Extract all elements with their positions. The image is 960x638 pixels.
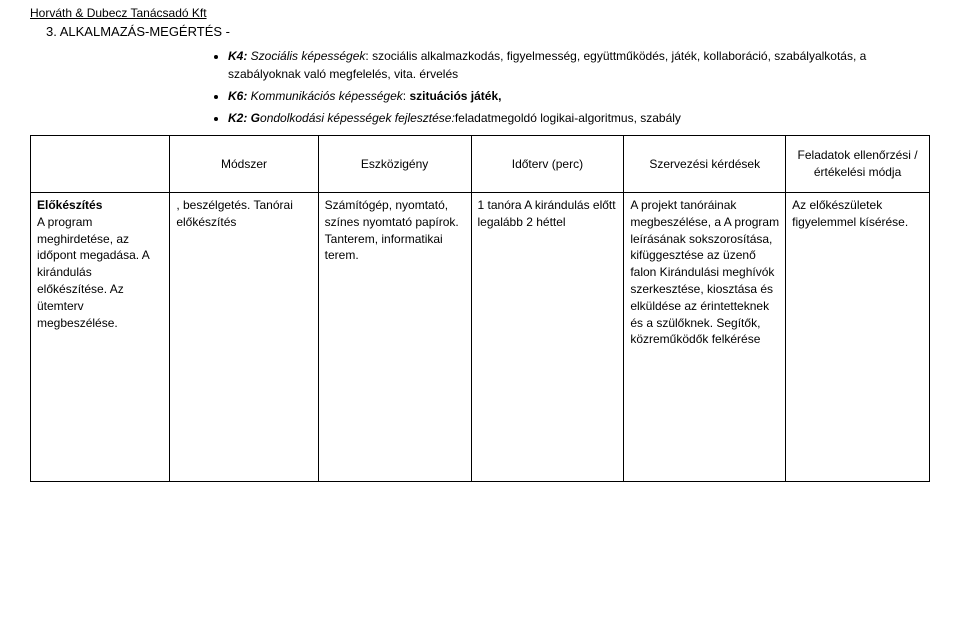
page-root: Horváth & Dubecz Tanácsadó Kft 3. ALKALM… bbox=[0, 0, 960, 492]
intro-item-3: K2: Gondolkodási képességek fejlesztése:… bbox=[228, 109, 930, 127]
th-org: Szervezési kérdések bbox=[624, 136, 786, 193]
cell-phase-title: Előkészítés bbox=[37, 198, 102, 212]
th-empty bbox=[31, 136, 170, 193]
th-tools: Eszközigény bbox=[318, 136, 471, 193]
cell-method: , beszélgetés. Tanórai előkészítés bbox=[170, 193, 318, 482]
main-table: Módszer Eszközigény Időterv (perc) Szerv… bbox=[30, 135, 930, 482]
intro-3-label: ondolkodási képességek fejlesztése: bbox=[260, 111, 455, 125]
intro-list: K4: Szociális képességek: szociális alka… bbox=[210, 47, 930, 127]
table-header-row: Módszer Eszközigény Időterv (perc) Szerv… bbox=[31, 136, 930, 193]
th-time: Időterv (perc) bbox=[471, 136, 624, 193]
cell-phase-body: A program meghirdetése, az időpont megad… bbox=[37, 215, 149, 330]
intro-1-prefix: K4: bbox=[228, 49, 247, 63]
th-eval: Feladatok ellenőrzési / értékelési módja bbox=[786, 136, 930, 193]
intro-3-prefix: K2: G bbox=[228, 111, 260, 125]
cell-eval: Az előkészületek figyelemmel kísérése. bbox=[786, 193, 930, 482]
page-header: Horváth & Dubecz Tanácsadó Kft bbox=[30, 6, 930, 20]
cell-phase: Előkészítés A program meghirdetése, az i… bbox=[31, 193, 170, 482]
intro-item-1: K4: Szociális képességek: szociális alka… bbox=[228, 47, 930, 83]
cell-org: A projekt tanóráinak megbeszélése, a A p… bbox=[624, 193, 786, 482]
cell-tools: Számítógép, nyomtató, színes nyomtató pa… bbox=[318, 193, 471, 482]
section-title: 3. ALKALMAZÁS-MEGÉRTÉS - bbox=[46, 24, 930, 39]
intro-block: K4: Szociális képességek: szociális alka… bbox=[210, 47, 930, 127]
intro-3-text: feladatmegoldó logikai-algoritmus, szabá… bbox=[455, 111, 681, 125]
table-row: Előkészítés A program meghirdetése, az i… bbox=[31, 193, 930, 482]
intro-2-bold: szituációs játék, bbox=[409, 89, 501, 103]
intro-item-2: K6: Kommunikációs képességek: szituációs… bbox=[228, 87, 930, 105]
th-module: Módszer bbox=[170, 136, 318, 193]
intro-2-prefix: K6: bbox=[228, 89, 247, 103]
cell-time: 1 tanóra A kirándulás előtt legalább 2 h… bbox=[471, 193, 624, 482]
intro-2-label: Kommunikációs képességek bbox=[247, 89, 402, 103]
intro-1-label: Szociális képességek bbox=[247, 49, 365, 63]
